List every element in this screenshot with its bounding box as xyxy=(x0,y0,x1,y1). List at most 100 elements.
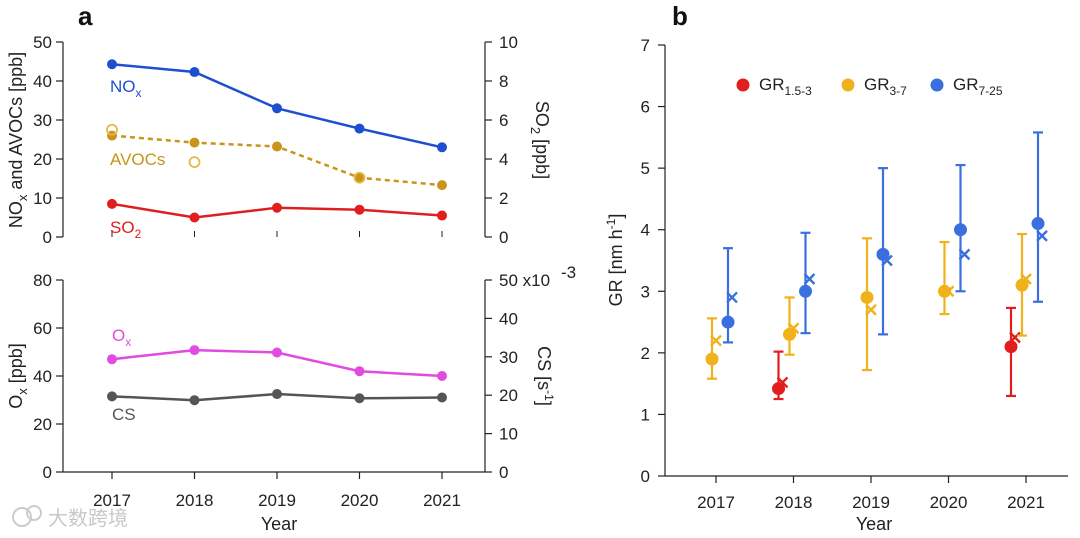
data-point xyxy=(189,395,200,406)
a-bottom-left-ylabel: Ox [ppb] xyxy=(6,343,30,409)
data-point xyxy=(107,391,117,402)
b-ylabel: GR [nm h-1] xyxy=(604,214,626,307)
data-point xyxy=(107,198,117,209)
data-point xyxy=(272,202,282,213)
y-tick-label-right: 4 xyxy=(499,150,508,169)
y-tick-label-right: 6 xyxy=(499,111,508,130)
y-tick-label-left: 20 xyxy=(33,150,52,169)
x-tick-label: 2021 xyxy=(1007,493,1045,512)
y-tick-label-right: 10 xyxy=(499,425,518,444)
b-xlabel: Year xyxy=(856,514,892,534)
y-tick-label-left: 40 xyxy=(33,72,52,91)
y-tick-label-left: 40 xyxy=(33,367,52,386)
y-tick-label-right: 10 xyxy=(499,33,518,52)
legend-label: GR7-25 xyxy=(953,75,1003,98)
series-label: SO2 xyxy=(110,218,142,241)
median-marker xyxy=(726,291,738,304)
data-point xyxy=(354,204,365,215)
y-tick-label-right: 2 xyxy=(499,189,508,208)
data-point xyxy=(272,347,282,358)
median-marker xyxy=(710,334,722,347)
y-tick-label: 1 xyxy=(641,405,650,424)
data-point xyxy=(437,392,447,403)
mean-point xyxy=(876,247,890,261)
x-tick-label: 2017 xyxy=(697,493,735,512)
data-point xyxy=(272,389,282,400)
watermark: 大数跨境 xyxy=(12,505,128,530)
median-marker xyxy=(1036,230,1048,242)
panel-b-label: b xyxy=(672,1,688,31)
median-marker xyxy=(803,273,816,285)
y-tick-label-left: 80 xyxy=(33,271,52,290)
series-label: Ox xyxy=(112,326,131,349)
data-point xyxy=(354,172,365,183)
a-bottom-right-ylabel: CS [s-1] xyxy=(534,346,556,406)
series-label: NOx xyxy=(110,77,142,100)
x-tick-label: 2019 xyxy=(852,493,890,512)
a-top-right-ylabel: SO2 [ppb] xyxy=(528,101,552,179)
y-tick-label-right: 20 xyxy=(499,386,518,405)
data-point xyxy=(189,345,200,356)
legend-marker xyxy=(930,78,944,92)
y-tick-label: 5 xyxy=(641,159,650,178)
mean-point xyxy=(1015,278,1029,292)
y-tick-label-left: 0 xyxy=(43,463,52,482)
watermark-logo-icon xyxy=(12,507,32,527)
y-tick-label-left: 50 xyxy=(33,33,52,52)
panel-a-label: a xyxy=(78,1,93,31)
data-point xyxy=(189,137,200,148)
y-tick-label: 6 xyxy=(641,98,650,117)
y-tick-label-left: 60 xyxy=(33,319,52,338)
data-point xyxy=(107,59,117,70)
x-tick-label: 2020 xyxy=(341,491,379,510)
x-tick-label: 2017 xyxy=(93,491,131,510)
median-marker xyxy=(865,303,877,316)
series-label: AVOCs xyxy=(110,150,165,169)
y-tick-label: 4 xyxy=(641,221,650,240)
data-point xyxy=(437,210,447,221)
x-tick-label: 2018 xyxy=(176,491,214,510)
y-tick-label-right: 40 xyxy=(499,309,518,328)
y-tick-label-right: 50 x10 xyxy=(499,271,550,290)
axes-frames xyxy=(62,42,1068,477)
watermark-text: 大数跨境 xyxy=(48,507,128,530)
y-tick-label: 0 xyxy=(641,467,650,486)
a-top-left-ylabel: NOx and AVOCs [ppb] xyxy=(6,52,30,228)
y-tick-label-left: 30 xyxy=(33,111,52,130)
mean-point xyxy=(783,327,796,341)
y-tick-label-left: 10 xyxy=(33,189,52,208)
x-tick-label: 2018 xyxy=(775,493,813,512)
mean-point xyxy=(938,284,951,298)
legend-label: GR3-7 xyxy=(864,75,907,98)
series-label: CS xyxy=(112,405,136,424)
chart-a-top: 0 10 20 30 40 50 0 2 4 6 8 10 NOx AVOCs SO2 xyxy=(33,33,518,247)
data-point-open xyxy=(188,156,201,169)
chart-b: 0 1 2 3 4 5 6 7 2017 2018 2019 2020 2021 GR1.5-3 GR3-7… xyxy=(641,36,1048,512)
y-tick-label: 7 xyxy=(641,36,650,55)
x-tick-label: 2021 xyxy=(423,491,461,510)
mean-point xyxy=(799,284,812,298)
legend-label: GR1.5-3 xyxy=(759,75,812,98)
y-tick-label-left: 0 xyxy=(43,228,52,247)
data-point xyxy=(437,180,447,191)
mean-point xyxy=(1031,217,1045,231)
y-tick-label-right: 30 xyxy=(499,348,518,367)
data-point xyxy=(354,393,365,404)
x-tick-label: 2020 xyxy=(930,493,968,512)
data-point xyxy=(437,371,447,381)
y-tick-label-right: 0 xyxy=(499,228,508,247)
y-tick-label: 3 xyxy=(641,282,650,301)
y-tick-label-right: 8 xyxy=(499,72,508,91)
y-tick-label-left: 20 xyxy=(33,415,52,434)
right-axis-multiplier: -3 xyxy=(561,263,576,282)
a-xlabel: Year xyxy=(261,514,297,534)
data-point xyxy=(189,212,200,223)
data-point-open xyxy=(353,171,366,184)
mean-point xyxy=(705,352,719,366)
y-tick-label: 2 xyxy=(641,344,650,363)
data-point xyxy=(354,123,365,134)
mean-point xyxy=(954,223,967,237)
x-tick-label: 2019 xyxy=(258,491,296,510)
chart-a-bottom: 0 20 40 60 80 0 10 20 30 40 50 x10 -3 2017 2018 2019 20… xyxy=(33,263,576,510)
